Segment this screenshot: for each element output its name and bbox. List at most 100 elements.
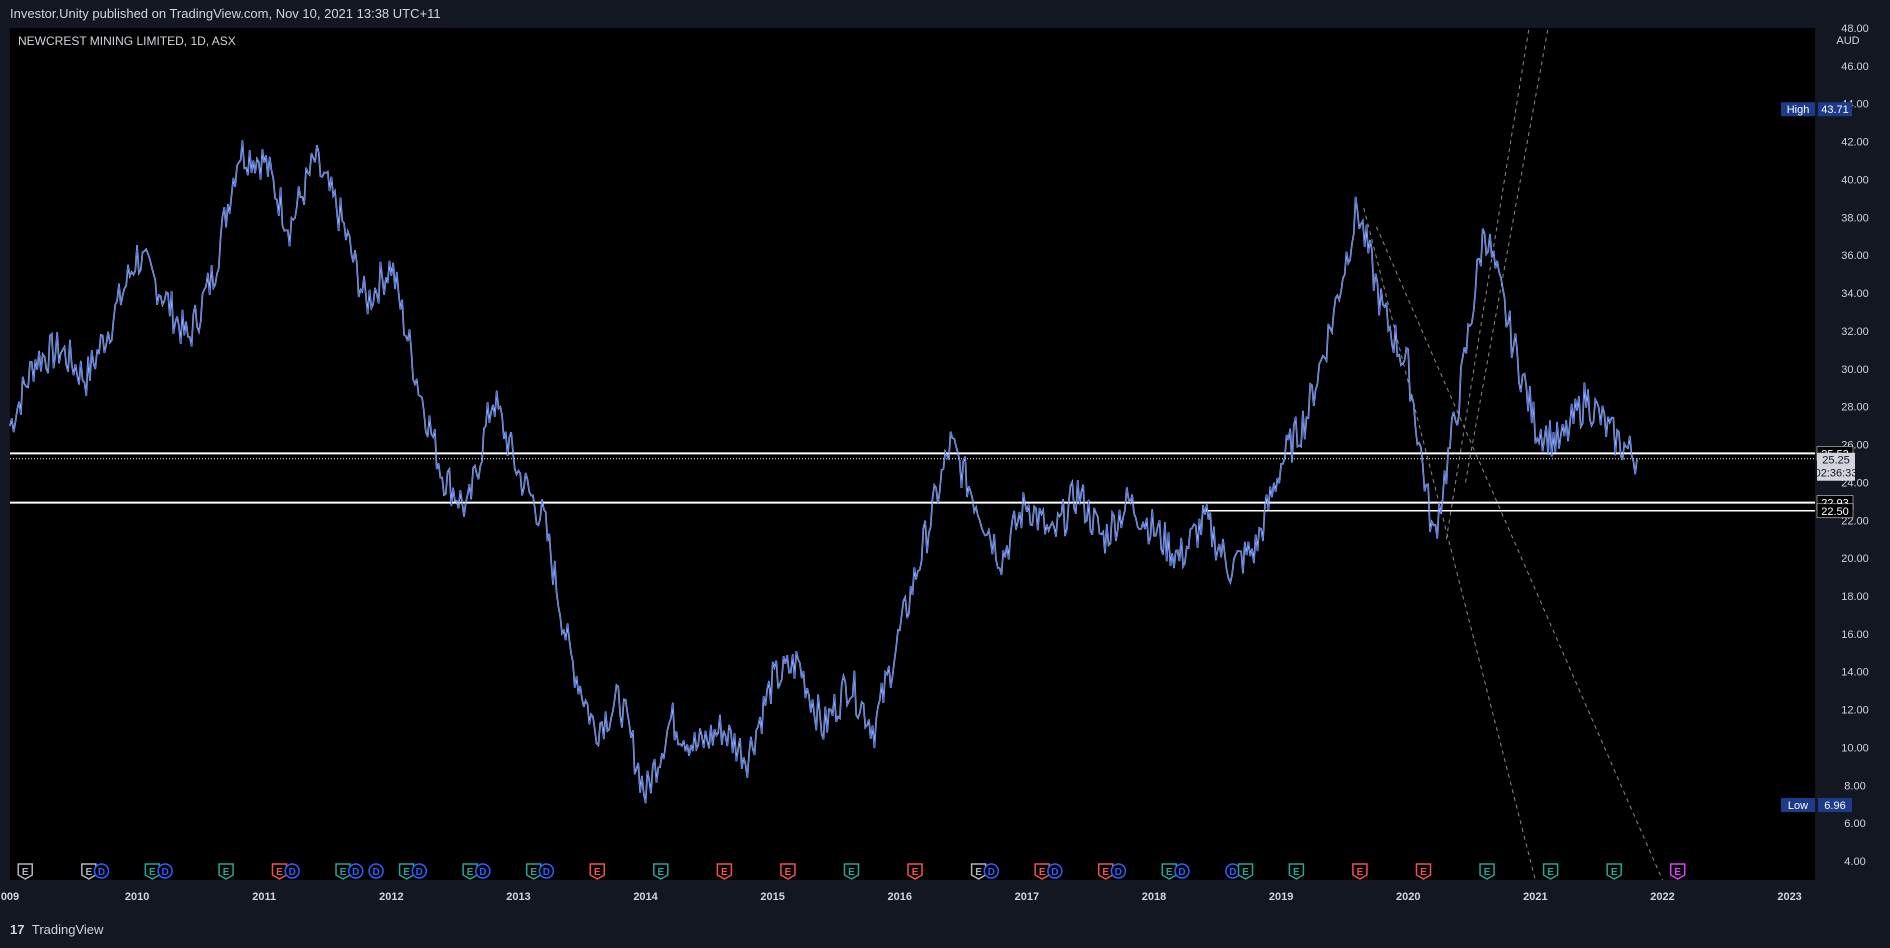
- logo-text: TradingView: [31, 922, 104, 937]
- event-marker-label: E: [403, 867, 410, 878]
- level-value: 22.50: [1821, 506, 1849, 518]
- level-value-bg: [1816, 503, 1854, 519]
- low-label: Low: [1788, 800, 1808, 812]
- dividend-marker[interactable]: [411, 863, 428, 879]
- dividend-marker[interactable]: [347, 863, 364, 879]
- y-tick-label: 12.00: [1841, 705, 1869, 717]
- event-marker-label: E: [912, 867, 919, 878]
- x-tick-label: 2015: [760, 891, 784, 903]
- event-marker-label: E: [22, 867, 29, 878]
- dividend-marker[interactable]: [1047, 863, 1063, 879]
- x-tick-label: 2022: [1650, 891, 1674, 903]
- earnings-marker[interactable]: [462, 863, 478, 880]
- earnings-marker[interactable]: [1415, 863, 1432, 880]
- earnings-marker[interactable]: [843, 863, 860, 880]
- x-tick-label: 009: [1, 891, 19, 903]
- earnings-marker[interactable]: [970, 863, 987, 880]
- low-value: 6.96: [1824, 800, 1845, 812]
- high-value-bg: [1818, 102, 1852, 117]
- event-marker-label: E: [1293, 867, 1300, 878]
- chart-svg[interactable]: 4.00 6.00 8.00 10.00 12.00 14.00 16.00 18.00 20.…: [0, 0, 1890, 910]
- event-marker-label: D: [98, 867, 105, 878]
- earnings-marker[interactable]: [907, 863, 923, 880]
- x-tick-label: 2019: [1269, 891, 1293, 903]
- logo-icon: 17: [10, 922, 25, 937]
- last-price-bg: [1817, 452, 1855, 481]
- earnings-marker[interactable]: [81, 863, 97, 880]
- event-marker-label: E: [467, 867, 474, 878]
- event-marker-label: D: [543, 867, 550, 878]
- event-marker-label: D: [1051, 867, 1058, 878]
- earnings-marker[interactable]: [780, 863, 796, 880]
- event-marker-label: E: [1039, 867, 1046, 878]
- earnings-marker[interactable]: [1542, 863, 1559, 880]
- y-tick-label: 4.00: [1844, 856, 1865, 868]
- price-series-wick[interactable]: [9, 140, 1638, 804]
- earnings-marker[interactable]: [589, 863, 606, 880]
- earnings-marker[interactable]: [17, 863, 34, 880]
- low-label-bg: [1781, 798, 1815, 813]
- event-marker-label: D: [1178, 867, 1185, 878]
- x-tick-label: 2014: [633, 891, 658, 903]
- earnings-marker[interactable]: [653, 863, 669, 880]
- y-tick-label: 14.00: [1841, 667, 1869, 679]
- trend-line[interactable]: [1363, 207, 1536, 881]
- dividend-marker[interactable]: [983, 863, 1000, 879]
- earnings-marker[interactable]: [525, 863, 542, 880]
- x-tick-label: 2013: [506, 891, 530, 903]
- y-tick-label: 40.00: [1841, 174, 1869, 186]
- earnings-marker[interactable]: [1237, 863, 1254, 880]
- event-marker-label: D: [416, 867, 423, 878]
- earnings-marker[interactable]: [1161, 863, 1178, 880]
- event-marker-label: E: [848, 867, 855, 878]
- event-marker-label: E: [975, 867, 982, 878]
- y-tick-label: 8.00: [1844, 780, 1865, 792]
- dividend-marker[interactable]: [475, 863, 491, 879]
- earnings-marker[interactable]: [1479, 863, 1495, 880]
- earnings-marker[interactable]: [398, 863, 415, 880]
- event-marker-label: D: [372, 867, 379, 878]
- earnings-marker[interactable]: [144, 863, 161, 880]
- earnings-marker[interactable]: [218, 863, 234, 880]
- dividend-marker[interactable]: [157, 863, 173, 879]
- event-marker-label: E: [1357, 867, 1364, 878]
- event-marker-label: E: [1674, 867, 1681, 878]
- y-tick-label: 22.00: [1841, 515, 1869, 527]
- price-series[interactable]: [9, 140, 1638, 804]
- dividend-marker[interactable]: [93, 863, 110, 879]
- earnings-marker[interactable]: [335, 863, 351, 880]
- high-value: 43.71: [1821, 104, 1849, 116]
- trend-line[interactable]: [1445, 27, 1530, 540]
- event-marker-label: E: [1420, 867, 1427, 878]
- event-marker-label: E: [721, 867, 728, 878]
- event-marker-label: D: [479, 867, 486, 878]
- x-tick-label: 2021: [1523, 891, 1547, 903]
- tradingview-logo[interactable]: 17 TradingView: [10, 922, 103, 937]
- event-marker-label: D: [161, 867, 168, 878]
- earnings-marker[interactable]: [1352, 863, 1368, 880]
- earnings-marker[interactable]: [1034, 863, 1050, 880]
- y-tick-label: 34.00: [1841, 288, 1869, 300]
- low-value-bg: [1818, 798, 1852, 813]
- earnings-marker[interactable]: [271, 863, 288, 880]
- trend-line[interactable]: [1376, 226, 1663, 881]
- earnings-marker[interactable]: [1669, 863, 1686, 880]
- trend-line[interactable]: [1464, 27, 1549, 483]
- currency-label: AUD: [1836, 35, 1859, 47]
- event-marker-label: E: [1166, 867, 1173, 878]
- dividend-marker[interactable]: [1174, 863, 1190, 879]
- earnings-marker[interactable]: [716, 863, 733, 880]
- y-tick-label: 30.00: [1841, 364, 1869, 376]
- x-tick-label: 2023: [1777, 891, 1801, 903]
- earnings-marker[interactable]: [1097, 863, 1114, 880]
- x-tick-label: 2011: [252, 891, 276, 903]
- dividend-marker[interactable]: [538, 863, 555, 879]
- earnings-marker[interactable]: [1288, 863, 1305, 880]
- dividend-marker[interactable]: [1110, 863, 1127, 879]
- dividend-marker[interactable]: [284, 863, 300, 879]
- y-tick-label: 32.00: [1841, 326, 1869, 338]
- y-tick-label: 46.00: [1841, 61, 1869, 73]
- earnings-marker[interactable]: [1606, 863, 1622, 880]
- dividend-marker[interactable]: [368, 863, 384, 879]
- time-axis[interactable]: [10, 880, 1815, 910]
